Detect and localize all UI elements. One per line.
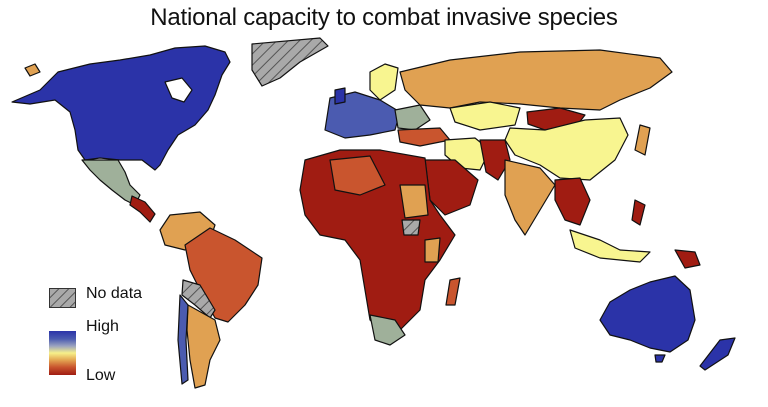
region-uk	[334, 87, 346, 105]
region-japan	[634, 124, 651, 156]
region-alaska-island	[24, 63, 41, 77]
no-data-swatch	[49, 288, 76, 308]
legend-high-label: High	[86, 318, 119, 335]
region-scandinavia	[369, 63, 399, 101]
region-tasmania	[654, 354, 666, 363]
region-brazil	[184, 227, 263, 323]
region-central-america	[129, 195, 156, 223]
region-russia	[399, 49, 673, 111]
region-china	[504, 117, 629, 181]
region-balkans-turkey	[397, 127, 451, 147]
region-south-africa	[369, 314, 406, 346]
region-new-zealand	[699, 337, 736, 371]
region-central-africa-nodata	[401, 219, 421, 236]
region-madagascar	[445, 277, 461, 306]
region-sudan	[399, 184, 429, 219]
region-philippines	[631, 199, 646, 226]
region-east-africa	[424, 237, 441, 263]
region-australia	[599, 275, 696, 353]
region-pakistan	[479, 139, 511, 181]
region-greenland	[251, 37, 329, 87]
region-chile	[177, 294, 189, 385]
region-eastern-europe	[394, 104, 431, 131]
region-png	[674, 249, 701, 269]
legend-color-scale	[49, 331, 76, 375]
region-indonesia	[569, 229, 651, 263]
region-argentina	[186, 304, 221, 389]
legend-low-label: Low	[86, 367, 116, 384]
region-sahel	[329, 155, 386, 196]
region-india	[504, 159, 556, 236]
legend-no-data-label: No data	[86, 285, 143, 302]
region-kazakhstan	[449, 101, 521, 131]
region-north-america	[11, 45, 231, 171]
region-western-europe	[324, 91, 401, 139]
region-southeast-asia	[554, 177, 591, 226]
map-title: National capacity to combat invasive spe…	[150, 4, 618, 31]
